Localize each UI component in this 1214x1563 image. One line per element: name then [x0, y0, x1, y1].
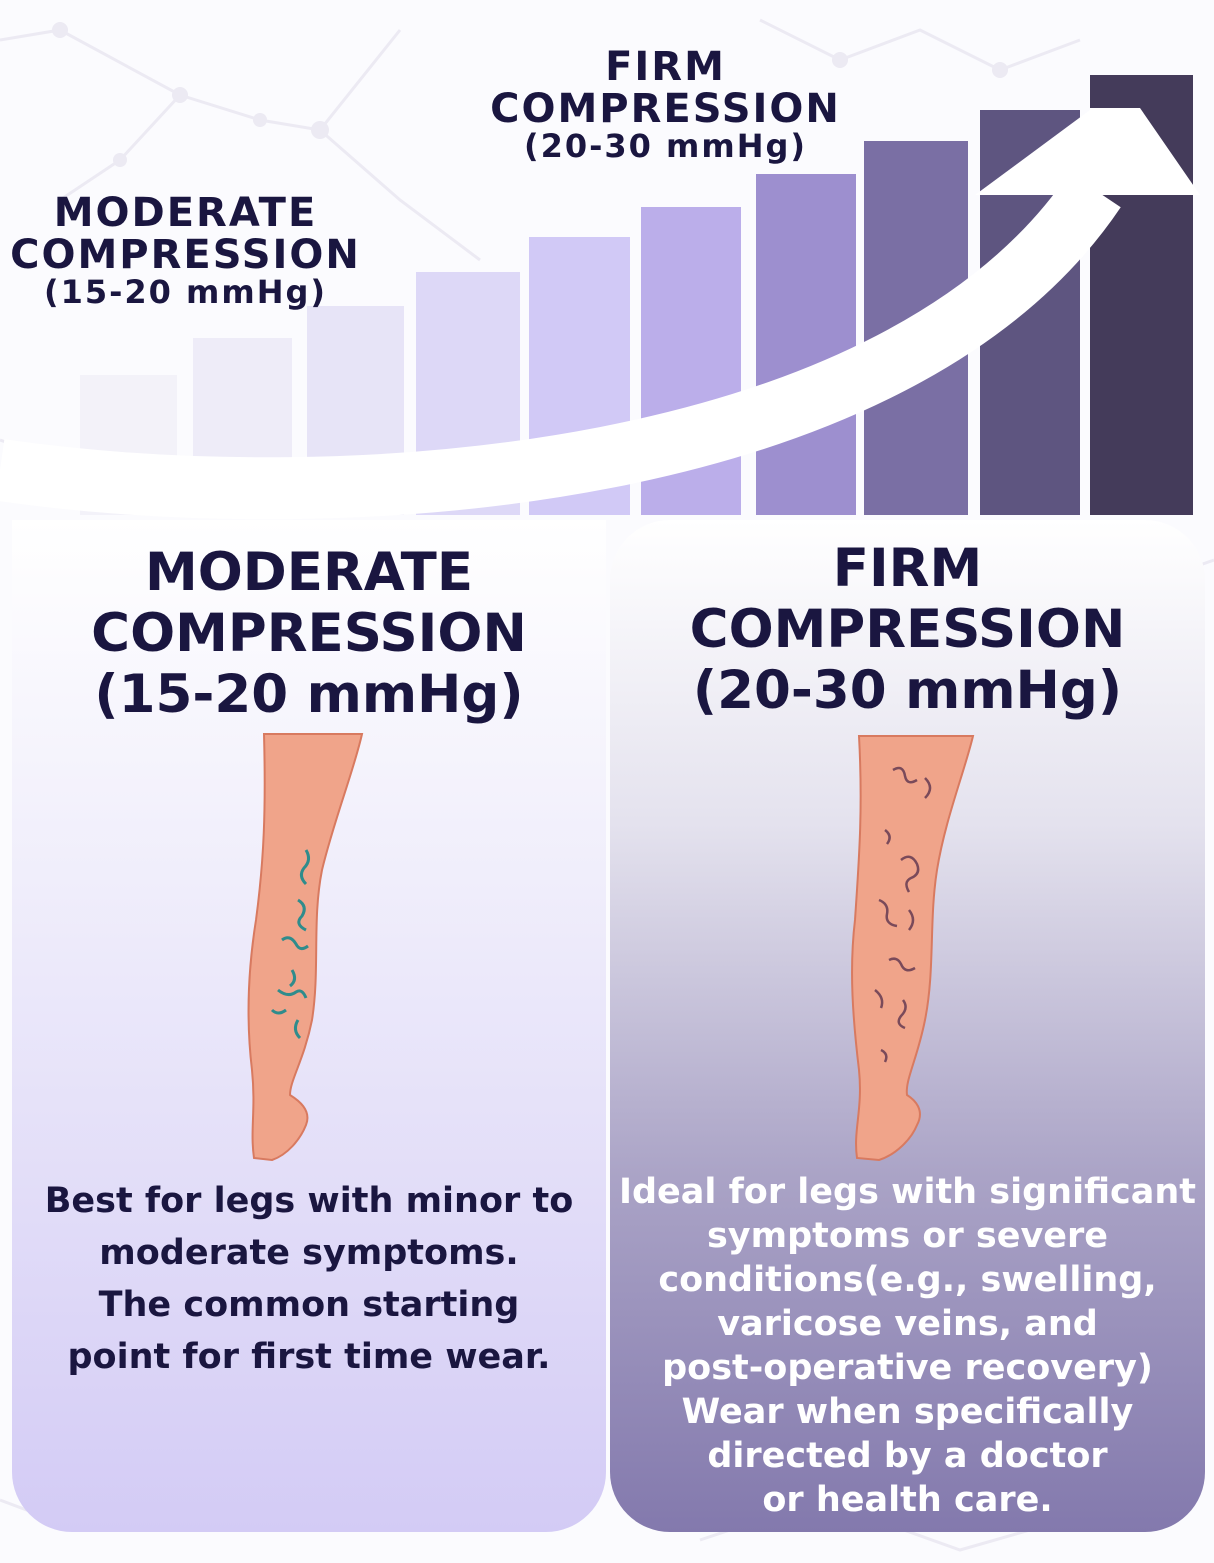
description-line: Best for legs with minor to: [44, 1181, 574, 1221]
title-line: COMPRESSION: [689, 599, 1126, 660]
panel-description: Best for legs with minor to moderate sym…: [12, 1175, 606, 1383]
top-moderate-line2: COMPRESSION: [10, 232, 361, 278]
top-moderate-range: (15-20 mmHg): [43, 273, 328, 311]
description-line: Wear when specifically: [681, 1392, 1134, 1432]
moderate-compression-panel: MODERATE COMPRESSION (15-20 mmHg) Best f…: [12, 520, 606, 1532]
top-moderate-line1: MODERATE: [53, 190, 318, 236]
title-line: (15-20 mmHg): [94, 664, 524, 725]
title-line: MODERATE: [144, 542, 474, 603]
top-firm-line2: COMPRESSION: [490, 86, 841, 132]
description-line: or health care.: [762, 1480, 1053, 1520]
title-line: (20-30 mmHg): [692, 660, 1123, 721]
firm-compression-panel: FIRM COMPRESSION (20-30 mmHg) Ideal for …: [610, 520, 1205, 1532]
description-line: moderate symptoms.: [99, 1233, 519, 1273]
description-line: symptoms or severe: [706, 1216, 1109, 1256]
description-line: post-operative recovery): [662, 1348, 1153, 1388]
description-line: directed by a doctor: [707, 1436, 1108, 1476]
panel-description: Ideal for legs with significant symptoms…: [610, 1170, 1205, 1522]
leg-mild-veins-illustration: [247, 733, 364, 1162]
rising-arrow: [0, 172, 1121, 520]
title-line: COMPRESSION: [91, 603, 527, 664]
top-firm-line1: FIRM: [605, 44, 726, 90]
panel-title: MODERATE COMPRESSION (15-20 mmHg): [12, 542, 606, 725]
top-label-firm: FIRM COMPRESSION (20-30 mmHg): [488, 46, 843, 164]
title-line: FIRM: [832, 538, 983, 599]
description-line: conditions(e.g., swelling,: [658, 1260, 1157, 1300]
panel-title: FIRM COMPRESSION (20-30 mmHg): [610, 538, 1205, 721]
compression-bar: [756, 174, 856, 515]
description-line: varicose veins, and: [717, 1304, 1098, 1344]
top-firm-range: (20-30 mmHg): [523, 127, 808, 165]
description-line: The common starting: [98, 1285, 520, 1325]
description-line: point for first time wear.: [67, 1337, 551, 1377]
top-label-moderate: MODERATE COMPRESSION (15-20 mmHg): [8, 192, 363, 310]
description-line: Ideal for legs with significant: [618, 1172, 1197, 1212]
leg-severe-veins-illustration: [851, 735, 975, 1162]
